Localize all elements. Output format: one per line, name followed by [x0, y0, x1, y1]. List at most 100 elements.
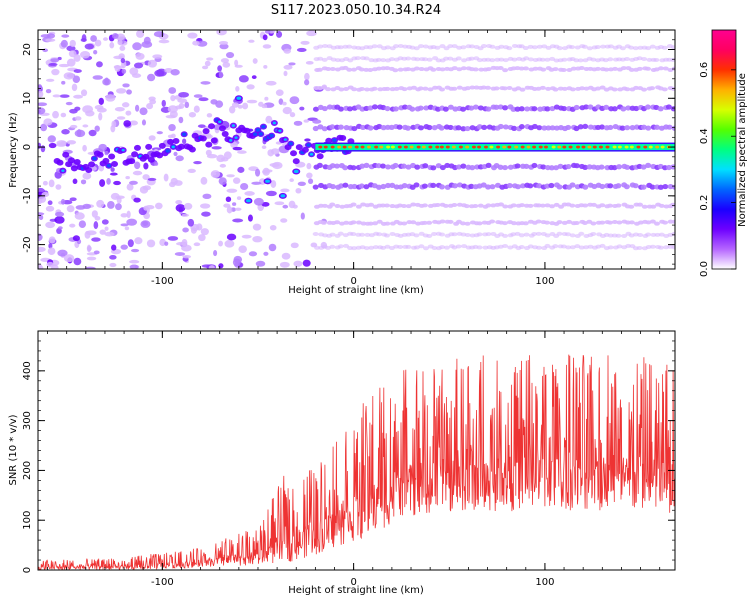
- spectrogram-cell: [493, 86, 500, 91]
- spectrogram-cell: [293, 169, 299, 174]
- spectrogram-cell: [393, 184, 400, 190]
- spectrogram-cell: [223, 203, 231, 208]
- spectrogram-cell: [73, 69, 82, 73]
- spectrogram-cell: [619, 46, 626, 51]
- spectrogram-cell: [82, 172, 92, 180]
- spectrogram-cell: [42, 180, 48, 186]
- spectrogram-cell: [272, 121, 276, 125]
- spectrogram-cell: [431, 231, 438, 236]
- spectrogram-cell: [649, 219, 656, 224]
- spectrogram-cell: [611, 220, 618, 225]
- snr-x-axis-label: Height of straight line (km): [288, 585, 424, 596]
- spectrogram-cell: [306, 162, 312, 170]
- spectrogram-cell: [557, 145, 562, 149]
- spectrogram-cell: [569, 45, 576, 50]
- spectrogram-cell: [421, 203, 428, 208]
- spectrogram-cell: [142, 221, 149, 227]
- spectrogram-cell: [354, 56, 361, 61]
- spectrogram-cell: [131, 151, 139, 158]
- spectrogram-cell: [600, 44, 607, 49]
- spectrogram-cell: [623, 184, 630, 190]
- spectrogram-cell: [54, 216, 65, 224]
- spectrogram-cell: [170, 177, 178, 185]
- spectrogram-cell: [375, 57, 382, 62]
- spectrogram-cell: [269, 162, 280, 167]
- spectrogram-cell: [38, 90, 44, 98]
- spectrogram-cell: [164, 241, 169, 246]
- spectrogram-cell: [423, 105, 430, 111]
- spectrogram-cell: [280, 194, 286, 198]
- spectrogram-cell: [261, 201, 270, 207]
- spectrogram-cell: [421, 183, 428, 189]
- spectrogram-cell: [527, 183, 534, 189]
- spectrogram-cell: [359, 232, 366, 237]
- spectrogram-cell: [45, 205, 55, 212]
- spectrogram-cell: [62, 151, 70, 158]
- spectrogram-cell: [282, 106, 292, 115]
- spectrogram-cell: [45, 221, 56, 229]
- spectrogram-cell: [489, 58, 496, 63]
- spectrogram-cell: [111, 160, 119, 167]
- spectrogram-cell: [590, 202, 597, 207]
- spectrogram-cell: [485, 106, 492, 112]
- spectrogram-cell: [255, 128, 261, 132]
- spectrogram-cell: [226, 174, 235, 178]
- snr-y-tick-label: 400: [22, 361, 33, 380]
- spectrogram-cell: [507, 245, 514, 250]
- spectrogram-cell: [480, 44, 487, 49]
- spectrogram-cell: [569, 245, 576, 250]
- spectrogram-cell: [61, 80, 66, 85]
- spectrogram-cell: [128, 158, 136, 165]
- spectrogram-cell: [153, 31, 165, 38]
- spectrogram-cell: [219, 43, 229, 50]
- spectrogram-cell: [612, 66, 619, 71]
- spectrogram-cell: [578, 245, 585, 250]
- spectrogram-y-tick-label: 20: [22, 43, 33, 56]
- spectrogram-cell: [468, 105, 475, 111]
- spectrogram-cell: [649, 86, 656, 91]
- spectrogram-cell: [232, 218, 244, 223]
- spectrogram-cell: [45, 78, 55, 82]
- spectrogram-cell: [202, 193, 212, 200]
- spectrogram-cell: [48, 236, 56, 244]
- spectrogram-cell: [338, 106, 345, 112]
- spectrogram-cell: [374, 145, 379, 149]
- spectrogram-cell: [645, 162, 652, 168]
- spectrogram-cell: [114, 107, 125, 112]
- spectrogram-cell: [451, 232, 458, 237]
- spectrogram-cell: [552, 244, 559, 249]
- snr-series: [38, 354, 675, 570]
- spectrogram-cell: [607, 220, 614, 225]
- spectrogram-cell: [109, 262, 117, 268]
- spectrogram-cell: [430, 182, 437, 188]
- spectrogram-cell: [175, 204, 186, 212]
- spectrogram-cell: [426, 220, 433, 225]
- spectrogram-cell: [329, 202, 336, 207]
- spectrogram-cell: [581, 44, 588, 49]
- spectrogram-cell: [603, 67, 610, 72]
- spectrogram-cell: [439, 44, 446, 49]
- spectrogram-cell: [590, 221, 597, 226]
- spectrogram-cell: [72, 75, 81, 83]
- spectrogram-cell: [238, 75, 249, 83]
- spectrogram-cell: [116, 88, 127, 94]
- spectrogram-cell: [607, 203, 614, 208]
- spectrogram-cell: [404, 125, 411, 131]
- spectrogram-cell: [289, 96, 300, 105]
- spectrogram-y-tick-label: 0: [22, 144, 33, 150]
- spectrogram-cell: [502, 164, 509, 171]
- spectrogram-cell: [234, 59, 239, 67]
- spectrogram-cell: [576, 145, 581, 149]
- spectrogram-cell: [63, 72, 75, 80]
- spectrogram-cell: [574, 45, 581, 50]
- spectrogram-cell: [485, 162, 492, 168]
- spectrogram-cell: [82, 124, 89, 128]
- spectrogram-cell: [290, 242, 299, 249]
- spectrogram-cell: [170, 133, 176, 139]
- spectrogram-cell: [312, 125, 319, 132]
- spectrogram-cell: [431, 246, 438, 251]
- spectrogram-cell: [392, 162, 399, 169]
- spectrogram-cell: [636, 202, 643, 207]
- spectrogram-cell: [418, 67, 425, 72]
- spectrogram-cell: [624, 164, 631, 170]
